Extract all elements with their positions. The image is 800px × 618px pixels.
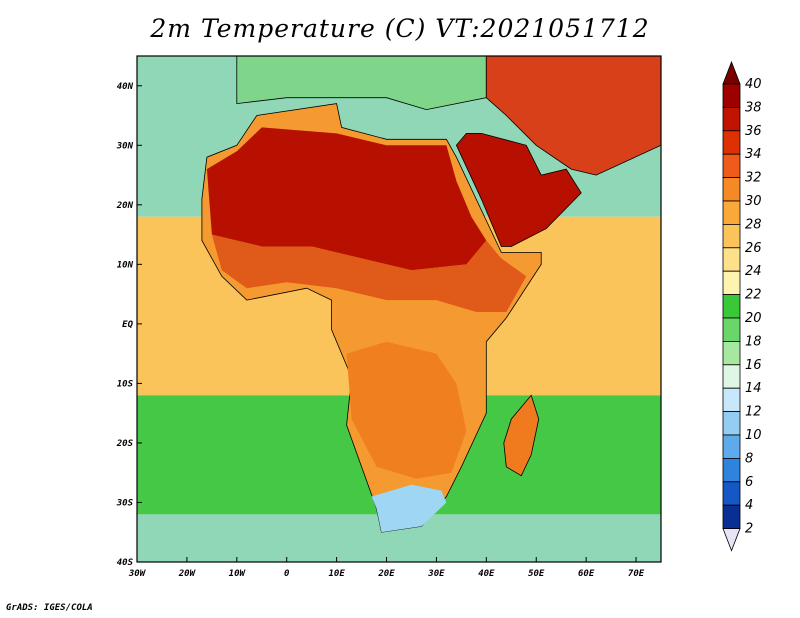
lon-tick-label: 30W [128,569,147,579]
lat-tick-label: 40N [117,82,134,92]
colorbar-label: 6 [745,475,753,490]
colorbar-swatch [722,83,741,108]
colorbar-label: 28 [745,217,762,232]
colorbar-label: 34 [745,147,762,162]
arabia-land [455,133,582,247]
latitude-axis: 40N 30N 20N 10N EQ 10S 20S 30S 40S [116,82,142,568]
colorbar-swatch [722,153,741,178]
colorbar-swatch [722,364,741,389]
colorbar-label: 10 [745,428,762,443]
colorbar-swatch [722,411,741,436]
plot-area [137,55,662,562]
lat-tick-label: 10S [117,379,134,389]
colorbar-label: 14 [745,381,762,396]
lon-tick-label: 0 [284,569,290,579]
lon-tick-label: 20E [377,569,395,579]
lon-tick-label: 70E [628,569,645,579]
lon-tick-label: 50E [528,569,545,579]
colorbar-swatch [722,107,741,132]
colorbar-label: 22 [745,288,762,303]
colorbar-top-arrow [722,60,741,85]
lat-tick-label: 30S [116,498,134,508]
longitude-axis: 30W 20W 10W 0 10E 20E 30E 40E 50E 60E 70E [128,557,645,579]
colorbar-label: 8 [745,451,753,466]
lon-tick-label: 20W [178,569,197,579]
map-title: 2m Temperature (C) VT:2021051712 [150,14,650,43]
colorbar-label: 18 [745,334,762,349]
colorbar-swatch [722,177,741,202]
colorbar-label: 20 [745,311,762,326]
colorbar-label: 16 [745,358,762,373]
colorbar-swatch [722,247,741,272]
colorbar-label: 2 [745,522,753,537]
lon-tick-label: 10E [328,569,345,579]
colorbar-swatch [722,130,741,155]
colorbar-label: 36 [745,124,762,139]
colorbar-label: 40 [745,77,762,92]
colorbar-swatch [722,387,741,413]
lat-tick-label: 20N [116,201,134,211]
grads-credit: GrADS: IGES/COLA [6,603,93,613]
lat-tick-label: 10N [117,260,134,270]
colorbar-label: 26 [745,241,762,256]
lon-tick-label: 10W [229,569,247,579]
map-frame [136,55,662,563]
colorbar-swatch [722,294,741,319]
savanna-zone [211,234,527,312]
colorbar-swatch [722,200,741,225]
lon-tick-label: 30E [427,569,445,579]
colorbar-bottom-arrow [722,528,741,552]
lat-tick-label: 30N [116,141,134,151]
lon-tick-label: 40E [478,569,495,579]
madagascar-land [503,394,540,477]
colorbar: 40 38 36 34 32 30 28 26 24 22 20 18 16 14 12 10 8 6 4 2 [722,60,762,552]
southern-africa-zone [346,341,467,479]
colorbar-label: 32 [745,171,762,186]
lat-tick-label: 40S [117,558,134,568]
colorbar-label: 12 [745,405,762,420]
colorbar-swatch [722,457,741,483]
colorbar-label: 4 [745,498,753,513]
colorbar-label: 38 [745,100,762,115]
lon-tick-label: 60E [578,569,595,579]
colorbar-swatch [722,434,741,459]
colorbar-label: 30 [745,194,762,209]
colorbar-swatch [722,481,741,506]
colorbar-swatch [722,270,741,296]
colorbar-swatch [722,340,741,366]
lat-tick-label: 20S [116,439,134,449]
colorbar-swatch [722,317,741,342]
cape-cool-zone [371,484,447,533]
colorbar-swatch [722,223,741,249]
colorbar-label: 24 [745,264,762,279]
colorbar-swatch [722,504,741,530]
lat-tick-label: EQ [122,320,133,330]
sahara-hot-zone [206,127,487,271]
